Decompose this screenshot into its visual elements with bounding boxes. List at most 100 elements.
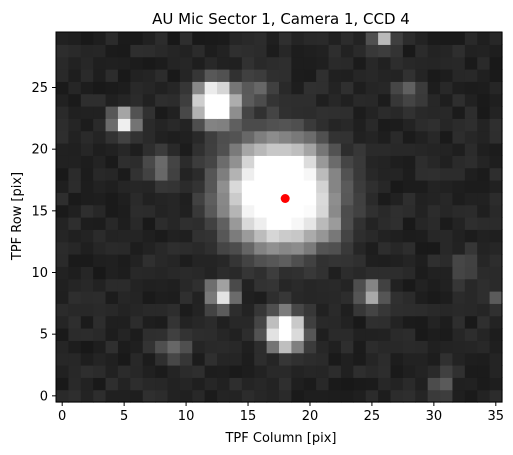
pixel-cell [155,229,169,243]
pixel-cell [266,204,280,218]
pixel-cell [427,328,441,341]
pixel-cell [415,69,429,82]
pixel-cell [365,204,379,218]
pixel-cell [229,56,243,70]
y-tick-label: 25 [31,81,48,96]
pixel-cell [105,32,119,45]
pixel-cell [328,192,342,206]
pixel-cell [142,315,156,329]
pixel-cell [316,315,330,329]
pixel-cell [427,192,441,206]
pixel-cell [229,352,243,366]
pixel-cell [204,118,218,132]
pixel-cell [229,81,243,95]
pixel-cell [56,143,69,156]
pixel-cell [56,291,69,304]
pixel-cell [117,241,131,255]
pixel-cell [427,291,441,304]
pixel-cell [353,56,367,70]
pixel-cell [378,303,392,317]
pixel-cell [56,266,69,280]
pixel-cell [254,204,268,218]
pixel-cell [452,81,466,95]
pixel-cell [56,204,69,218]
pixel-cell [179,217,193,230]
pixel-cell [328,315,342,329]
pixel-cell [489,389,503,403]
pixel-cell [427,130,441,144]
pixel-cell [440,340,454,354]
pixel-cell [68,315,82,329]
pixel-cell [217,217,231,230]
pixel-cell [279,315,292,329]
pixel-cell [80,291,94,304]
pixel-cell [217,106,231,119]
pixel-cell [291,229,305,243]
pixel-cell [477,130,491,144]
pixel-cell [378,266,392,280]
pixel-cell [56,44,69,58]
pixel-cell [93,106,107,119]
pixel-cell [155,315,169,329]
pixel-cell [378,229,392,243]
pixel-cell [117,254,131,267]
pixel-cell [217,229,231,243]
pixel-image [56,32,503,403]
pixel-cell [155,167,169,181]
pixel-cell [105,266,119,280]
pixel-cell [117,69,131,82]
pixel-cell [142,377,156,391]
pixel-cell [402,106,416,119]
pixel-cell [489,204,503,218]
pixel-cell [328,118,342,132]
pixel-cell [316,241,330,255]
pixel-cell [328,278,342,292]
pixel-cell [229,328,243,341]
pixel-cell [179,167,193,181]
pixel-cell [365,340,379,354]
pixel-cell [254,266,268,280]
pixel-cell [80,328,94,341]
pixel-cell [192,106,206,119]
pixel-cell [427,315,441,329]
pixel-cell [80,266,94,280]
pixel-cell [254,328,268,341]
pixel-cell [167,365,181,378]
pixel-cell [130,106,144,119]
pixel-cell [464,69,478,82]
pixel-cell [142,204,156,218]
pixel-cell [378,81,392,95]
pixel-cell [192,56,206,70]
pixel-cell [93,143,107,156]
pixel-cell [390,143,404,156]
pixel-cell [179,192,193,206]
pixel-cell [440,352,454,366]
pixel-cell [464,365,478,378]
pixel-cell [241,93,255,107]
pixel-cell [142,192,156,206]
pixel-cell [353,352,367,366]
pixel-cell [155,365,169,378]
pixel-cell [390,303,404,317]
pixel-cell [316,167,330,181]
pixel-cell [402,254,416,267]
marker-layer [280,194,290,203]
pixel-cell [328,241,342,255]
pixel-cell [68,278,82,292]
pixel-cell [316,340,330,354]
pixel-cell [192,266,206,280]
pixel-cell [303,56,317,70]
pixel-cell [241,229,255,243]
pixel-cell [316,278,330,292]
pixel-cell [489,254,503,267]
pixel-cell [204,254,218,267]
pixel-cell [452,340,466,354]
pixel-cell [390,340,404,354]
pixel-cell [217,377,231,391]
pixel-cell [266,241,280,255]
pixel-cell [390,217,404,230]
pixel-cell [340,241,354,255]
pixel-cell [489,106,503,119]
pixel-cell [266,167,280,181]
pixel-cell [142,278,156,292]
